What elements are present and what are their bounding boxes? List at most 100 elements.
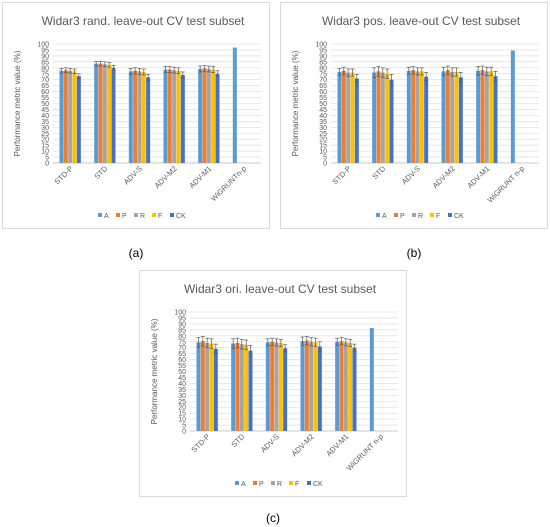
y-tick-label: 15 xyxy=(319,143,327,150)
bar-F-STD xyxy=(385,73,390,163)
bar-R-ADV-S xyxy=(137,71,142,163)
y-tick-label: 5 xyxy=(45,155,49,162)
bar-F-STD-P xyxy=(72,71,77,163)
y-tick-label: 35 xyxy=(178,387,186,394)
x-tick-label: STD-P xyxy=(330,164,352,186)
y-tick-label: 20 xyxy=(319,137,327,144)
y-tick-label: 50 xyxy=(178,369,186,376)
y-tick-label: 35 xyxy=(41,119,49,126)
y-tick-label: 40 xyxy=(178,381,186,388)
bar-CK-ADV-S xyxy=(424,76,429,163)
x-tick-label: ADV-S xyxy=(259,432,281,454)
y-tick-label: 15 xyxy=(178,411,186,418)
bar-CK-ADV-S xyxy=(146,77,151,163)
y-tick-label: 55 xyxy=(41,95,49,102)
x-tick-label: ADV-S xyxy=(122,164,144,186)
y-tick-label: 20 xyxy=(41,137,49,144)
bar-F-STD-P xyxy=(209,343,214,431)
bar-F-ADV-S xyxy=(141,71,146,163)
legend-label-R: R xyxy=(140,213,145,220)
legend-swatch-F xyxy=(152,213,156,217)
bar-P-ADV-M1 xyxy=(202,68,207,163)
chart-panel-b: Widar3 pos. leave-out CV test subset 0 5 10… xyxy=(280,2,548,229)
x-tick-label: WiGRUNT n-p xyxy=(486,164,526,204)
bar-CK-ADV-S xyxy=(283,348,288,431)
bar-A-WiGRUNT n-p xyxy=(510,50,515,163)
chart-svg: Widar3 ori. leave-out CV test subset0510… xyxy=(150,282,398,488)
y-tick-label: 100 xyxy=(174,310,186,317)
legend-swatch-A xyxy=(235,481,239,485)
y-tick-label: 100 xyxy=(315,42,327,49)
bar-P-STD-P xyxy=(200,341,205,431)
legend-label-CK: CK xyxy=(454,213,464,220)
chart-panel-a: Widar3 rand. leave-out CV test subset 0 5 1… xyxy=(2,2,270,229)
chart-svg: Widar3 rand. leave-out CV test subset051… xyxy=(13,14,261,220)
bar-R-ADV-S xyxy=(274,342,279,431)
bar-R-ADV-M1 xyxy=(343,342,348,431)
caption-a: (a) xyxy=(128,246,144,260)
y-tick-label: 25 xyxy=(178,399,186,406)
y-tick-label: 40 xyxy=(41,113,49,120)
y-tick-label: 35 xyxy=(319,119,327,126)
x-tick-label: WiGRUNT n-p xyxy=(345,432,385,472)
bar-R-STD xyxy=(102,64,107,163)
y-axis-label: Performance metric value (%) xyxy=(291,50,300,156)
x-tick-label: ADV-M1 xyxy=(187,164,213,190)
legend-label-CK: CK xyxy=(313,481,323,488)
legend-label-A: A xyxy=(104,213,109,220)
legend-label-P: P xyxy=(122,213,127,220)
bar-F-ADV-M2 xyxy=(176,70,181,163)
y-tick-label: 50 xyxy=(41,101,49,108)
x-tick-label: WiGRUNTn-p xyxy=(209,164,248,203)
y-tick-label: 15 xyxy=(41,143,49,150)
bar-R-ADV-M1 xyxy=(484,71,489,163)
legend-swatch-A xyxy=(98,213,102,217)
legend-label-P: P xyxy=(400,213,405,220)
y-tick-label: 75 xyxy=(41,71,49,78)
y-tick-label: 65 xyxy=(178,351,186,358)
y-tick-label: 20 xyxy=(178,405,186,412)
bar-P-ADV-S xyxy=(133,70,138,163)
x-tick-label: ADV-M2 xyxy=(290,432,316,458)
bar-CK-ADV-M2 xyxy=(180,74,185,163)
bar-F-ADV-M1 xyxy=(348,342,353,431)
bar-A-ADV-M1 xyxy=(476,70,481,163)
legend-label-R: R xyxy=(277,481,282,488)
bar-A-ADV-M2 xyxy=(300,341,305,431)
bar-CK-STD-P xyxy=(76,76,81,163)
bar-R-ADV-M2 xyxy=(172,70,177,163)
legend-swatch-CK xyxy=(170,213,174,217)
legend-label-F: F xyxy=(436,213,440,220)
y-tick-label: 45 xyxy=(41,107,49,114)
x-tick-label: STD-P xyxy=(189,432,211,454)
y-tick-label: 5 xyxy=(182,423,186,430)
bar-A-WiGRUNTn-p xyxy=(232,47,237,163)
y-tick-label: 25 xyxy=(319,131,327,138)
y-tick-label: 70 xyxy=(41,77,49,84)
y-tick-label: 85 xyxy=(41,59,49,66)
caption-b: (b) xyxy=(406,246,422,260)
y-tick-label: 5 xyxy=(323,155,327,162)
bar-F-STD xyxy=(244,344,249,431)
y-tick-label: 45 xyxy=(178,375,186,382)
bar-CK-ADV-M1 xyxy=(352,347,357,431)
legend-swatch-CK xyxy=(448,213,452,217)
y-tick-label: 30 xyxy=(41,125,49,132)
y-tick-label: 0 xyxy=(45,161,49,168)
bar-CK-ADV-M1 xyxy=(493,76,498,163)
bar-A-STD-P xyxy=(337,71,342,163)
bar-A-ADV-S xyxy=(406,70,411,163)
y-tick-label: 30 xyxy=(178,393,186,400)
legend-label-F: F xyxy=(295,481,299,488)
y-tick-label: 0 xyxy=(182,429,186,436)
y-tick-label: 45 xyxy=(319,107,327,114)
legend-swatch-P xyxy=(116,213,120,217)
y-tick-label: 80 xyxy=(178,333,186,340)
bar-CK-ADV-M1 xyxy=(215,73,220,163)
y-tick-label: 10 xyxy=(178,417,186,424)
bar-CK-STD-P xyxy=(213,348,218,431)
bar-R-STD-P xyxy=(346,72,351,163)
y-tick-label: 60 xyxy=(178,357,186,364)
y-tick-label: 60 xyxy=(41,89,49,96)
bar-R-STD xyxy=(380,72,385,163)
